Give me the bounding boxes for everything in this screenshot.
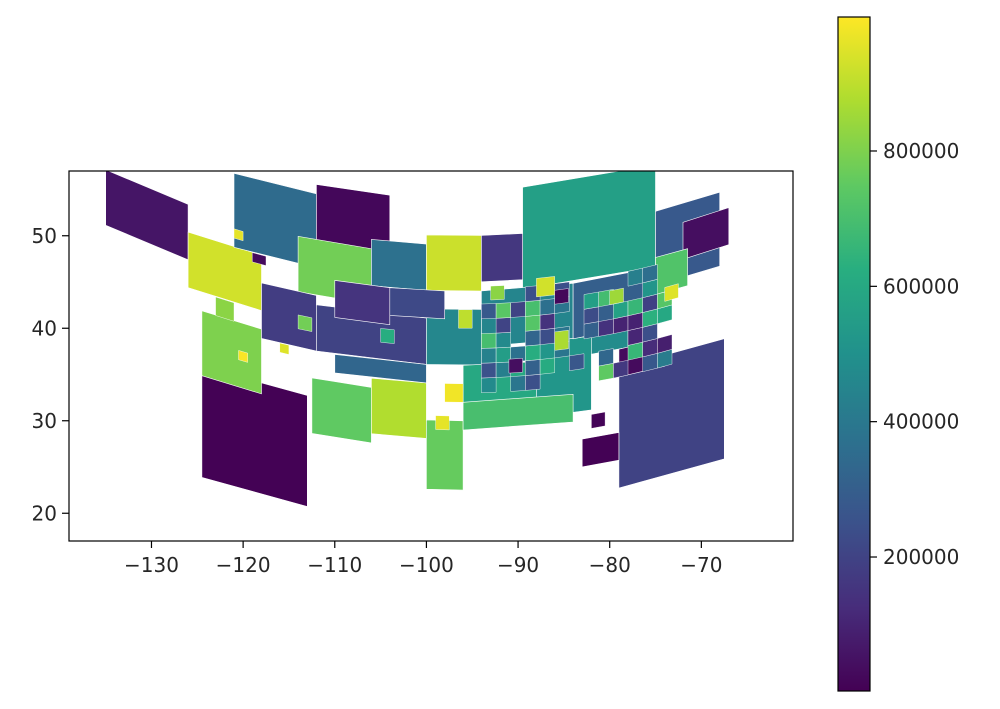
map-cell-small	[642, 264, 658, 284]
map-cell-small	[481, 362, 497, 379]
map-cell-small	[495, 317, 511, 334]
map-cell	[389, 287, 446, 320]
map-cell-small	[238, 350, 248, 363]
map-cell-small	[627, 297, 643, 317]
map-cell-small	[458, 309, 473, 329]
map-cell-small	[435, 415, 450, 431]
x-axis: −130 −120 −110 −100 −90 −80 −70	[124, 541, 722, 577]
x-tick-label: −110	[307, 553, 362, 577]
map-cell-small	[510, 301, 526, 318]
map-cell-small	[583, 291, 599, 310]
x-tick-label: −120	[216, 553, 271, 577]
colorbar-tick-label: 200000	[883, 545, 959, 569]
map-cell	[311, 377, 372, 444]
map-cell-small	[554, 329, 569, 351]
map-cell-small	[583, 306, 599, 325]
map-cell-small	[598, 318, 614, 337]
colorbar-gradient	[837, 16, 871, 692]
map-cell-small	[481, 303, 497, 320]
map-cell-small	[591, 411, 606, 429]
map-cell-small	[279, 342, 290, 355]
map-cell-small	[252, 252, 267, 266]
map-cell-small	[495, 332, 511, 349]
colorbar-ticks: 200000 400000 600000 800000	[870, 139, 959, 569]
map-cells	[105, 171, 730, 507]
map-cell	[371, 239, 427, 291]
map-cell-small	[495, 361, 511, 378]
map-cell	[481, 233, 523, 283]
map-cell-small	[583, 321, 599, 340]
map-cell	[105, 171, 189, 261]
map-cell-small	[215, 296, 235, 322]
map-cell-small	[481, 332, 497, 349]
map-cell-small	[569, 353, 585, 371]
axes-frame	[68, 170, 794, 542]
map-cell-small	[554, 288, 569, 305]
x-tick-label: −130	[124, 553, 179, 577]
map-cell-small	[490, 285, 505, 301]
map-cell	[426, 234, 482, 292]
map-cell-small	[525, 359, 541, 376]
map-cell-small	[495, 346, 511, 363]
map-cell-small	[525, 314, 541, 332]
map-cell-small	[536, 276, 555, 298]
map-cell-small	[657, 334, 673, 354]
y-tick-label: 40	[32, 316, 57, 340]
map-cell-small	[444, 383, 464, 403]
map-cell-small	[508, 358, 523, 374]
y-axis: 20 30 40 50	[32, 224, 69, 525]
map-cell-small	[525, 344, 541, 362]
map-cell-small	[609, 287, 624, 306]
y-tick-label: 20	[32, 501, 57, 525]
map-cell-small	[539, 298, 555, 316]
map-cell-small	[495, 302, 511, 319]
map-cell-small	[525, 329, 541, 347]
map-cell-small	[539, 328, 555, 345]
map-plot-area	[68, 170, 794, 542]
map-cell	[334, 280, 391, 326]
map-cell-small	[613, 359, 629, 379]
colorbar-tick-label: 400000	[883, 410, 959, 434]
map-cell-small	[233, 228, 244, 242]
map-cell	[261, 282, 317, 352]
map-cell-small	[481, 377, 497, 394]
map-cell-small	[481, 347, 497, 364]
map-cell	[522, 171, 656, 290]
map-cell-small	[297, 314, 313, 332]
x-tick-label: −100	[399, 553, 454, 577]
x-tick-label: −90	[497, 553, 539, 577]
map-cell	[618, 338, 725, 489]
map-cell-small	[664, 283, 679, 302]
map-cell-small	[539, 357, 555, 375]
map-cell-small	[598, 348, 614, 367]
x-tick-label: −70	[680, 553, 722, 577]
map-cell-small	[510, 375, 526, 392]
map-cell-small	[539, 313, 555, 331]
y-tick-label: 30	[32, 409, 57, 433]
map-cell	[201, 366, 308, 507]
colorbar-tick-label: 600000	[883, 274, 959, 298]
map-cell-small	[525, 300, 541, 317]
y-tick-label: 50	[32, 224, 57, 248]
map-cell	[462, 393, 574, 431]
map-cell-small	[598, 363, 614, 382]
colorbar: 200000 400000 600000 800000	[837, 16, 959, 692]
map-cell-small	[380, 328, 395, 344]
colorbar-tick-label: 800000	[883, 139, 959, 163]
map-cell	[581, 432, 620, 468]
map-cell	[682, 207, 730, 260]
x-tick-label: −80	[589, 553, 631, 577]
map-cell-small	[525, 374, 541, 391]
map-cell-small	[627, 267, 643, 287]
map-cell	[371, 377, 427, 439]
map-cell	[426, 419, 464, 491]
